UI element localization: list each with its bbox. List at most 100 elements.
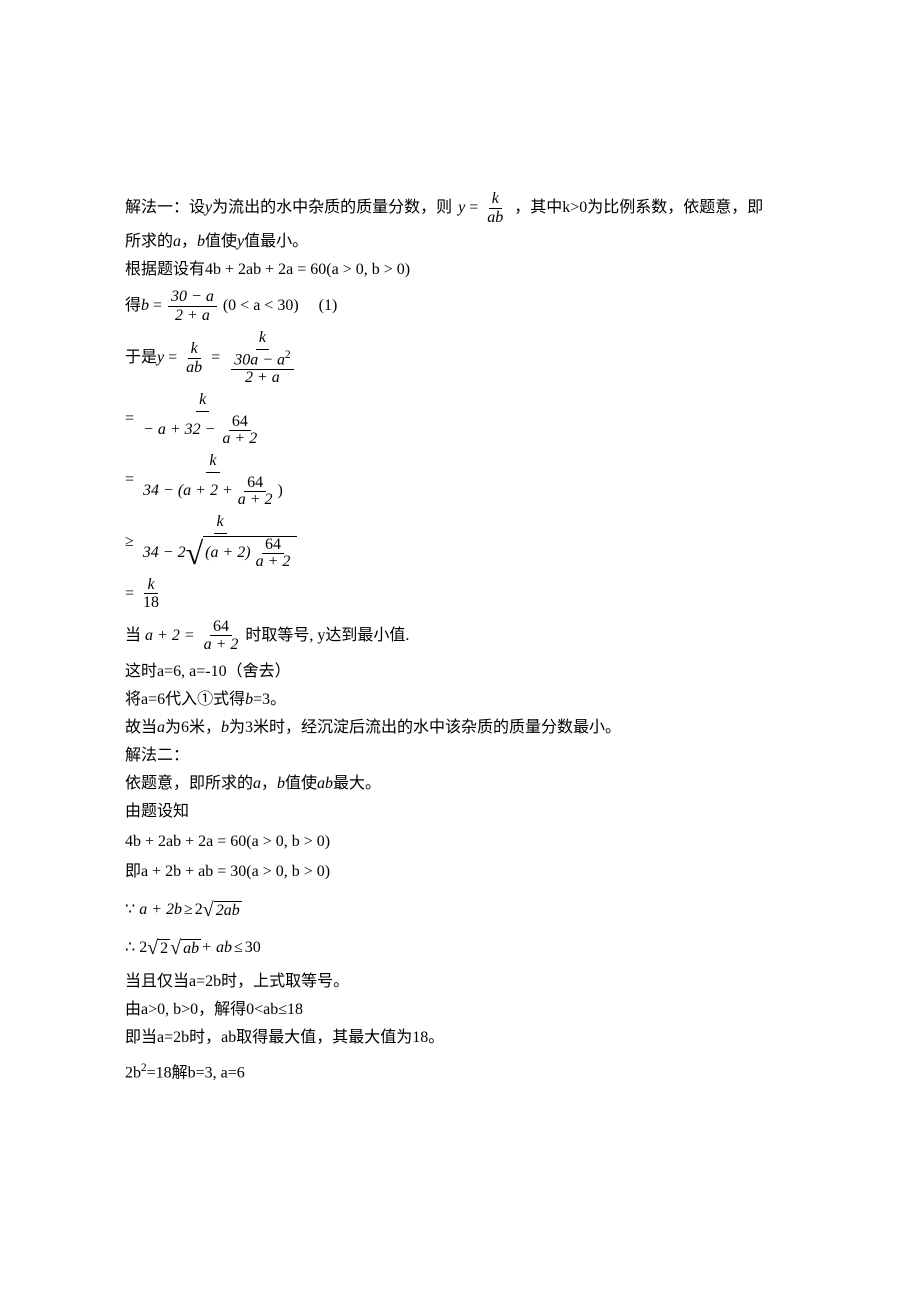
two: 2: [139, 936, 147, 960]
t: =18解b=3, a=6: [147, 1064, 245, 1081]
eq-step-5: ≥ k 34 − 2 √ (a + 2) 64 a + 2: [125, 514, 795, 570]
t: 所求的: [125, 233, 173, 250]
b-expression: 得 b = 30 − a 2 + a (0 < a < 30) (1): [125, 288, 795, 324]
d: ab: [183, 359, 205, 377]
b: b: [141, 294, 149, 318]
thirty: 30: [245, 936, 261, 960]
eq: 根据题设有4b + 2ab + 2a = 60(a > 0, b > 0): [125, 258, 410, 282]
d: − a + 32 − 64 a + 2: [140, 412, 265, 447]
text: ，其中k>0为比例系数，依题意，即: [514, 196, 763, 220]
t: 最大。: [333, 775, 381, 792]
s2-eqcond: 当且仅当a=2b时，上式取等号。: [125, 970, 795, 994]
under: ab: [181, 939, 201, 958]
s2-final: 2b2=18解b=3, a=6: [125, 1060, 795, 1085]
s2-l2: 由题设知: [125, 800, 795, 824]
t: 34 − 2: [143, 545, 186, 561]
n: 64: [262, 537, 284, 554]
under: 2ab: [214, 901, 242, 920]
s2-l1: 依题意，即所求的a，b值使ab最大。: [125, 772, 795, 796]
eq: =: [469, 196, 478, 220]
b: b: [277, 775, 285, 792]
t: 34 − (a + 2 +: [143, 483, 233, 499]
t: ，: [261, 775, 277, 792]
s2-range: 由a>0, b>0，解得0<ab≤18: [125, 998, 795, 1022]
y: y: [458, 196, 465, 220]
t: 得: [125, 294, 141, 318]
t: 时取等号, y达到最小值.: [245, 624, 409, 648]
t: 故当: [125, 719, 157, 736]
t: (a + 2): [205, 544, 250, 562]
sqrtab: √ ab: [170, 938, 201, 958]
num: k: [489, 190, 502, 209]
close: ): [278, 483, 283, 499]
t: 30a − a: [234, 352, 285, 369]
formula-y-k-ab: y = k ab: [458, 190, 508, 226]
plus: + ab: [201, 936, 232, 960]
eq: =: [153, 294, 162, 318]
a: a: [157, 719, 165, 736]
den: ab: [484, 209, 506, 227]
sqrt2: √ 2: [147, 938, 170, 958]
t: 于是: [125, 346, 157, 370]
result-2: 将a=6代入①式得b=3。: [125, 688, 795, 712]
t: 2b: [125, 1064, 141, 1081]
d: a + 2: [201, 636, 242, 654]
n: k: [144, 576, 157, 595]
d: 34 − 2 √ (a + 2) 64 a + 2: [140, 534, 301, 570]
solution-2: 解法二： 依题意，即所求的a，b值使ab最大。 由题设知 4b + 2ab + …: [125, 744, 795, 1085]
d: a + 2: [235, 492, 276, 508]
ab: ab: [317, 775, 333, 792]
s2-title: 解法二：: [125, 744, 795, 768]
t: 当: [125, 624, 141, 648]
result-1: 这时a=6, a=-10（舍去）: [125, 660, 795, 684]
t: 为3米时，经沉淀后流出的水中该杂质的质量分数最小。: [229, 719, 621, 736]
d: 2 + a: [172, 307, 213, 325]
t: − a + 32 −: [143, 422, 215, 438]
y-expression: 于是 y = k ab = k 30a − a2 2 + a: [125, 330, 795, 385]
s2-c2: 即a + 2b + ab = 30(a > 0, b > 0): [125, 860, 795, 884]
s2-ineq2: ∴ 2 √ 2 √ ab + ab ≤ 30: [125, 936, 795, 960]
eq-k-18: = k 18: [125, 576, 795, 612]
s2-max: 即当a=2b时，ab取得最大值，其最大值为18。: [125, 1026, 795, 1050]
d: a + 2: [253, 554, 294, 570]
d: 30a − a2 2 + a: [226, 350, 298, 385]
eq: =: [211, 346, 220, 370]
t: 值使: [285, 775, 317, 792]
t: 依题意，即所求的: [125, 775, 253, 792]
geq: ≥: [125, 530, 134, 554]
two: 2: [195, 898, 203, 922]
t: ，: [181, 233, 197, 250]
n: 64: [229, 414, 251, 431]
eq: =: [168, 346, 177, 370]
s2-c1: 4b + 2ab + 2a = 60(a > 0, b > 0): [125, 830, 795, 854]
line-2: 所求的a，b值使y值最小。: [125, 230, 795, 254]
var-y: y: [205, 196, 212, 220]
y: y: [157, 346, 164, 370]
d: a + 2: [219, 431, 260, 447]
n: k: [206, 453, 219, 473]
therefore: ∴: [125, 936, 135, 960]
n: 64: [244, 475, 266, 492]
intro-line: 解法一：设 y 为流出的水中杂质的质量分数，则 y = k ab ，其中k>0为…: [125, 190, 795, 226]
cond: (0 < a < 30): [223, 294, 299, 318]
because: ∵: [125, 898, 135, 922]
n: 30 − a: [168, 288, 217, 307]
eq: =: [125, 582, 134, 606]
s2-ineq1: ∵ a + 2b ≥ 2 √ 2ab: [125, 898, 795, 922]
n: k: [256, 330, 269, 350]
under: 2: [158, 939, 170, 958]
n: k: [196, 392, 209, 412]
d: 18: [140, 594, 162, 612]
text: 为流出的水中杂质的质量分数，则: [212, 196, 452, 220]
eq: 4b + 2ab + 2a = 60(a > 0, b > 0): [125, 830, 330, 854]
t: 将a=6代入①式得: [125, 691, 245, 708]
eq-step-3: = k − a + 32 − 64 a + 2: [125, 392, 795, 447]
d: 34 − (a + 2 + 64 a + 2 ): [140, 473, 286, 508]
n2: 30a − a2: [231, 350, 293, 369]
eq-step-4: = k 34 − (a + 2 + 64 a + 2 ): [125, 453, 795, 508]
constraint: 根据题设有4b + 2ab + 2a = 60(a > 0, b > 0): [125, 258, 795, 282]
when-equality: 当 a + 2 = 64 a + 2 时取等号, y达到最小值.: [125, 618, 795, 654]
b: b: [245, 691, 253, 708]
n: 64: [210, 618, 232, 637]
eq: =: [125, 407, 134, 431]
